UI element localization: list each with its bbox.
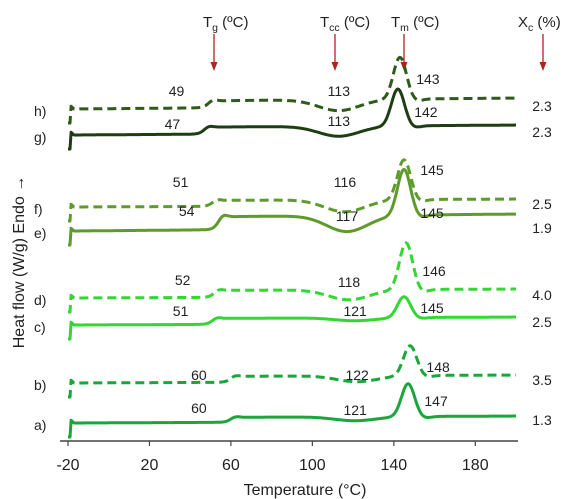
series-label-b: b) bbox=[34, 377, 46, 393]
curve-d bbox=[67, 241, 517, 314]
header-tcc: Tcc (ºC) bbox=[320, 14, 370, 34]
x-tick-label: 20 bbox=[141, 457, 159, 474]
x-tick-label: 140 bbox=[380, 457, 407, 474]
tg-value: 54 bbox=[179, 203, 195, 219]
series-label-f: f) bbox=[34, 201, 43, 217]
series-label-g: g) bbox=[34, 129, 46, 145]
tg-value: 47 bbox=[165, 116, 181, 132]
curve-a bbox=[67, 382, 517, 439]
y-axis-title: Heat flow (W/g) Endo → bbox=[11, 176, 28, 349]
tg-value: 51 bbox=[173, 303, 189, 319]
series-label-e: e) bbox=[34, 225, 46, 241]
arrow-head bbox=[210, 62, 218, 71]
tcc-value: 113 bbox=[328, 113, 351, 129]
tcc-value: 122 bbox=[345, 367, 369, 383]
tm-value: 142 bbox=[414, 104, 438, 120]
xc-value: 4.0 bbox=[532, 287, 552, 303]
curve-b bbox=[67, 344, 517, 399]
x-axis: -20 20 60 100 140 180 bbox=[56, 440, 518, 474]
tm-value: 146 bbox=[422, 263, 446, 279]
tm-value: 145 bbox=[420, 300, 444, 316]
xc-value: 2.5 bbox=[532, 196, 552, 212]
x-tick-label: -20 bbox=[56, 457, 79, 474]
x-tick-label: 180 bbox=[462, 457, 489, 474]
header-xc: Xc (%) bbox=[518, 14, 561, 34]
curve-h bbox=[67, 55, 517, 125]
x-tick-label: 100 bbox=[299, 457, 326, 474]
column-arrows bbox=[210, 34, 547, 71]
xc-value: 1.9 bbox=[532, 220, 552, 236]
tcc-value: 118 bbox=[338, 274, 361, 290]
curve-g bbox=[67, 87, 517, 151]
series-label-h: h) bbox=[34, 103, 46, 119]
x-axis-title: Temperature (°C) bbox=[244, 482, 367, 499]
header-tg: Tg (ºC) bbox=[203, 14, 248, 34]
dsc-curves bbox=[67, 55, 517, 439]
xc-value: 1.3 bbox=[532, 412, 552, 428]
tm-value: 143 bbox=[416, 71, 440, 87]
tcc-value: 116 bbox=[334, 174, 357, 190]
series-label-d: d) bbox=[34, 292, 46, 308]
tg-value: 51 bbox=[173, 174, 189, 190]
tcc-value: 113 bbox=[328, 83, 351, 99]
tg-value: 52 bbox=[175, 272, 191, 288]
tg-value: 60 bbox=[191, 400, 207, 416]
xc-value: 2.3 bbox=[532, 124, 552, 140]
tcc-value: 121 bbox=[343, 402, 367, 418]
curve-e bbox=[67, 167, 517, 247]
tm-value: 147 bbox=[424, 393, 448, 409]
arrow-head bbox=[539, 62, 547, 71]
series-labels: a) 60 121 147 1.3 b) 60 122 148 3.5 c) 51 121 145 2.5 d… bbox=[34, 71, 552, 433]
curve-c bbox=[67, 295, 517, 341]
arrow-head bbox=[331, 62, 339, 71]
curve-f bbox=[67, 158, 517, 223]
tm-value: 145 bbox=[420, 205, 444, 221]
tg-value: 49 bbox=[169, 83, 185, 99]
tcc-value: 117 bbox=[336, 208, 359, 224]
xc-value: 3.5 bbox=[532, 372, 552, 388]
xc-value: 2.3 bbox=[532, 98, 552, 114]
tm-value: 148 bbox=[426, 359, 450, 375]
series-label-a: a) bbox=[34, 417, 46, 433]
tcc-value: 121 bbox=[343, 303, 367, 319]
header-tm: Tm (ºC) bbox=[391, 14, 439, 34]
series-label-c: c) bbox=[34, 319, 46, 335]
tg-value: 60 bbox=[191, 367, 207, 383]
xc-value: 2.5 bbox=[532, 314, 552, 330]
x-tick-label: 60 bbox=[222, 457, 240, 474]
tm-value: 145 bbox=[420, 162, 444, 178]
